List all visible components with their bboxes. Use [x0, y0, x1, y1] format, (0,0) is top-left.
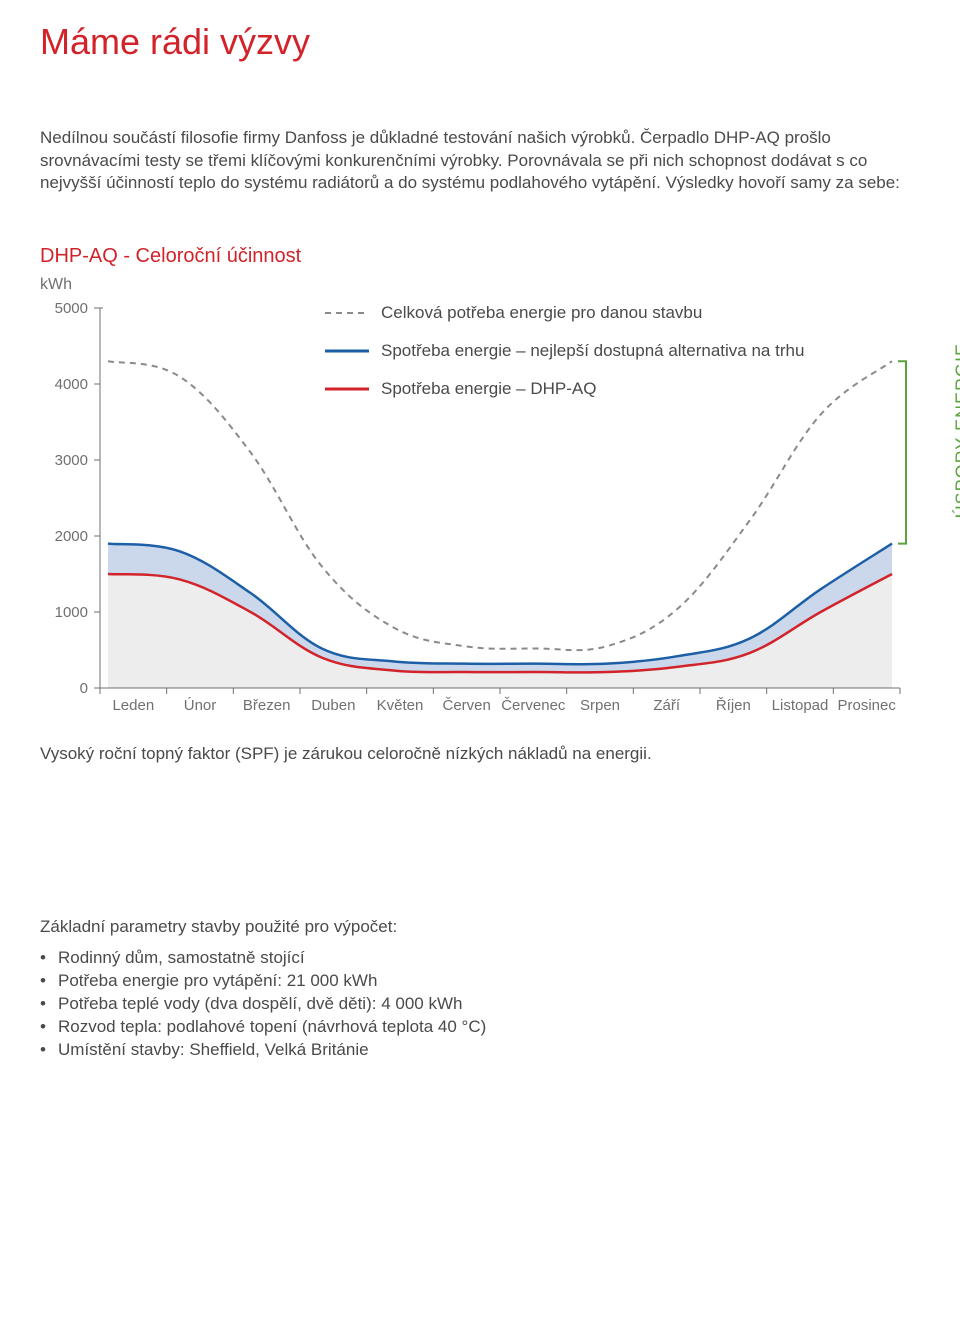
- svg-text:Září: Září: [653, 697, 681, 714]
- legend-label: Celková potřeba energie pro danou stavbu: [381, 302, 702, 324]
- parameters-block: Základní parametry stavby použité pro vý…: [40, 916, 920, 1062]
- legend-item: Spotřeba energie – nejlepší dostupná alt…: [325, 340, 804, 362]
- y-axis-unit: kWh: [40, 274, 920, 296]
- intro-paragraph: Nedílnou součástí filosofie firmy Danfos…: [40, 127, 920, 196]
- svg-text:Červen: Červen: [442, 697, 490, 714]
- parameters-title: Základní parametry stavby použité pro vý…: [40, 916, 920, 939]
- svg-text:Březen: Březen: [243, 697, 291, 714]
- chart-legend: Celková potřeba energie pro danou stavbu…: [325, 302, 804, 416]
- chart-container: Celková potřeba energie pro danou stavbu…: [40, 298, 920, 725]
- chart-caption: Vysoký roční topný faktor (SPF) je záruk…: [40, 743, 920, 766]
- legend-item: Celková potřeba energie pro danou stavbu: [325, 302, 804, 324]
- parameters-list: Rodinný dům, samostatně stojící Potřeba …: [40, 947, 920, 1062]
- svg-text:1000: 1000: [55, 604, 88, 621]
- legend-swatch-blue: [325, 349, 369, 353]
- svg-text:2000: 2000: [55, 528, 88, 545]
- list-item: Rodinný dům, samostatně stojící: [40, 947, 920, 970]
- svg-text:Říjen: Říjen: [716, 697, 751, 714]
- list-item: Rozvod tepla: podlahové topení (návrhová…: [40, 1016, 920, 1039]
- list-item: Umístění stavby: Sheffield, Velká Britán…: [40, 1039, 920, 1062]
- legend-item: Spotřeba energie – DHP-AQ: [325, 378, 804, 400]
- legend-label: Spotřeba energie – nejlepší dostupná alt…: [381, 340, 804, 362]
- svg-text:Leden: Leden: [112, 697, 154, 714]
- svg-text:Srpen: Srpen: [580, 697, 620, 714]
- svg-text:4000: 4000: [55, 376, 88, 393]
- page-title: Máme rádi výzvy: [40, 18, 920, 67]
- svg-text:Duben: Duben: [311, 697, 355, 714]
- chart-title: DHP-AQ - Celoroční účinnost: [40, 243, 920, 270]
- list-item: Potřeba teplé vody (dva dospělí, dvě dět…: [40, 993, 920, 1016]
- svg-text:Prosinec: Prosinec: [837, 697, 896, 714]
- svg-text:5000: 5000: [55, 300, 88, 317]
- svg-text:Červenec: Červenec: [501, 697, 566, 714]
- svg-text:Únor: Únor: [184, 697, 217, 714]
- svg-text:0: 0: [80, 680, 88, 697]
- savings-axis-label: ÚSPORY ENERGIE: [950, 343, 960, 518]
- svg-text:Květen: Květen: [377, 697, 424, 714]
- list-item: Potřeba energie pro vytápění: 21 000 kWh: [40, 970, 920, 993]
- legend-swatch-dashed: [325, 311, 369, 315]
- legend-swatch-red: [325, 387, 369, 391]
- svg-text:Listopad: Listopad: [772, 697, 829, 714]
- legend-label: Spotřeba energie – DHP-AQ: [381, 378, 596, 400]
- svg-text:3000: 3000: [55, 452, 88, 469]
